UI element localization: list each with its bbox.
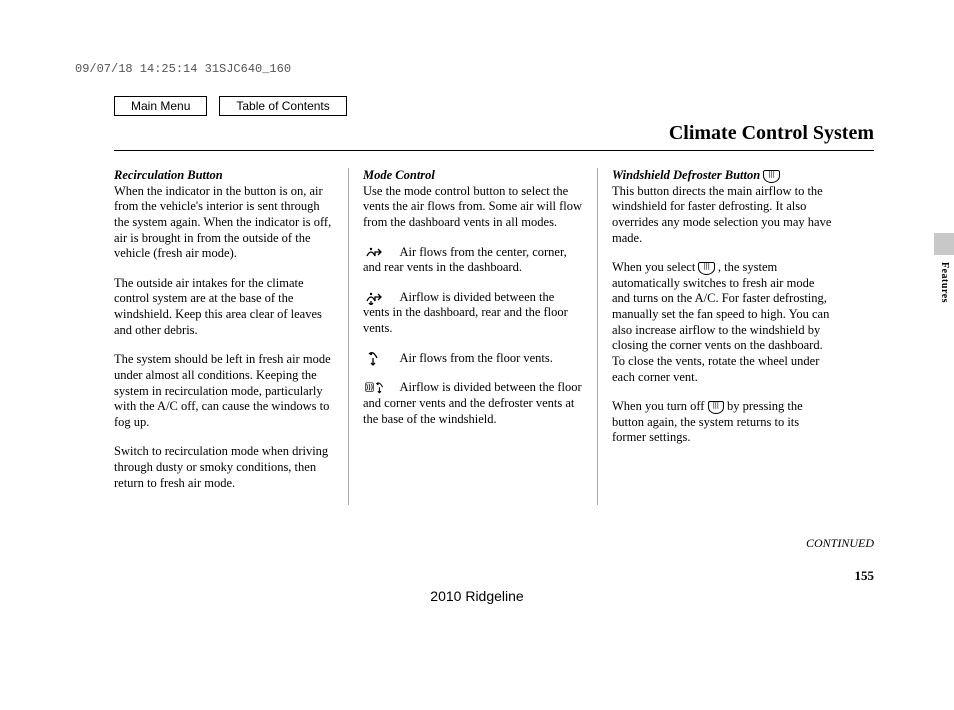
content-columns: Recirculation Button When the indicator …	[114, 168, 846, 505]
column-1: Recirculation Button When the indicator …	[114, 168, 348, 505]
defrost-icon-inline-2: ⦚⦚⦚	[708, 401, 724, 414]
col1-block: Recirculation Button When the indicator …	[114, 168, 334, 262]
vent-face-icon	[363, 245, 391, 261]
mode-row-3: Air flows from the floor vents.	[363, 351, 583, 367]
col3-p1: This button directs the main airflow to …	[612, 184, 831, 245]
main-menu-button[interactable]: Main Menu	[114, 96, 207, 116]
column-3: Windshield Defroster Button ⦚⦚⦚ This but…	[597, 168, 846, 505]
col1-p4: Switch to recirculation mode when drivin…	[114, 444, 334, 491]
mode-row-4: Airflow is divided between the floor and…	[363, 380, 583, 427]
col2-block: Mode Control Use the mode control button…	[363, 168, 583, 231]
defrost-icon-inline-1: ⦚⦚⦚	[698, 262, 714, 275]
col2-heading: Mode Control	[363, 168, 435, 182]
vent-floor-defrost-icon	[363, 380, 391, 396]
col1-heading: Recirculation Button	[114, 168, 223, 182]
nav-buttons: Main Menu Table of Contents	[114, 96, 347, 116]
col2-p1: Use the mode control button to select th…	[363, 184, 582, 229]
page-number: 155	[855, 568, 875, 584]
mode-row-1: Air flows from the center, corner, and r…	[363, 245, 583, 276]
mode2-text: Airflow is divided between the vents in …	[363, 290, 568, 335]
mode3-text: Air flows from the floor vents.	[399, 351, 552, 365]
col3-p3: When you turn off ⦚⦚⦚ by pressing the bu…	[612, 399, 832, 446]
col3-p2: When you select ⦚⦚⦚ , the system automat…	[612, 260, 832, 385]
mode-row-2: Airflow is divided between the vents in …	[363, 290, 583, 337]
col1-p2: The outside air intakes for the climate …	[114, 276, 334, 339]
side-section-label: Features	[939, 262, 950, 303]
vent-bilevel-icon	[363, 290, 391, 306]
mode4-text: Airflow is divided between the floor and…	[363, 380, 582, 425]
vent-floor-icon	[363, 351, 391, 367]
column-2: Mode Control Use the mode control button…	[348, 168, 597, 505]
defrost-icon: ⦚⦚⦚	[763, 170, 779, 183]
col3-p2a: When you select	[612, 260, 698, 274]
col3-p2b: , the system automatically switches to f…	[612, 260, 829, 383]
title-rule	[114, 150, 874, 151]
col3-block: Windshield Defroster Button ⦚⦚⦚ This but…	[612, 168, 832, 246]
side-tab	[934, 233, 954, 255]
toc-button[interactable]: Table of Contents	[219, 96, 346, 116]
page-title: Climate Control System	[669, 122, 874, 145]
col3-heading: Windshield Defroster Button	[612, 168, 760, 182]
footer-model: 2010 Ridgeline	[0, 588, 954, 604]
col3-p3a: When you turn off	[612, 399, 708, 413]
mode1-text: Air flows from the center, corner, and r…	[363, 245, 567, 275]
col1-p3: The system should be left in fresh air m…	[114, 352, 334, 430]
col1-p1: When the indicator in the button is on, …	[114, 184, 331, 261]
continued-label: CONTINUED	[806, 536, 874, 551]
header-code: 09/07/18 14:25:14 31SJC640_160	[75, 62, 291, 76]
